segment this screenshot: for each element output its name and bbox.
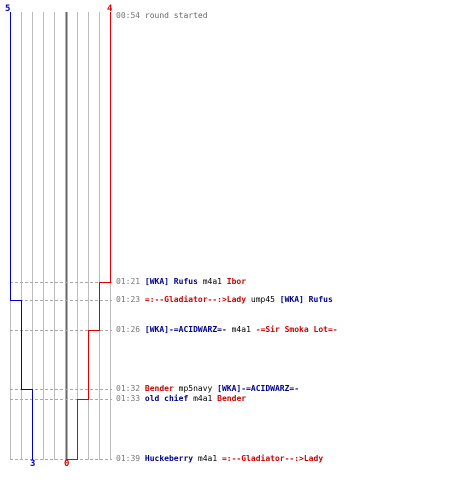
event-time: 01:26 — [116, 325, 145, 334]
event-weapon: m4a1 — [226, 325, 251, 334]
event-player: =:--Gladiator--:>Lady — [217, 454, 324, 463]
event-time: 01:21 — [116, 277, 145, 286]
event-weapon: m4a1 — [197, 277, 222, 286]
event-time: 01:32 — [116, 384, 145, 393]
event-player: =:--Gladiator--:>Lady — [144, 295, 247, 304]
event-player: [WKA]-=ACIDWARZ=- — [144, 325, 227, 334]
event-kill-row: 01:39 Huckeberry m4a1 =:--Gladiator--:>L… — [116, 454, 323, 464]
blue-end-count: 3 — [30, 459, 36, 469]
red-team-line — [66, 12, 111, 460]
event-kill-row: 01:33 old chief m4a1 Bender — [116, 394, 246, 404]
blue-start-count: 5 — [5, 4, 11, 14]
blue-team-line — [10, 12, 33, 460]
event-text: round started — [144, 11, 208, 20]
event-kill-row: 01:26 [WKA]-=ACIDWARZ=- m4a1 -=Sir Smoka… — [116, 325, 338, 335]
red-start-count: 4 — [107, 4, 113, 14]
event-player: [WKA]-=ACIDWARZ=- — [212, 384, 300, 393]
event-player: [WKA] Rufus — [144, 277, 198, 286]
event-guides — [10, 282, 112, 460]
event-player: Bender — [212, 394, 247, 403]
event-time: 01:39 — [116, 454, 145, 463]
event-round-start: 00:54 round started — [116, 11, 208, 21]
event-weapon: mp5navy — [173, 384, 213, 393]
grid-lines — [10, 12, 111, 460]
event-weapon: m4a1 — [193, 454, 218, 463]
event-time: 01:33 — [116, 394, 145, 403]
event-player: [WKA] Rufus — [274, 295, 333, 304]
event-kill-row: 01:23 =:--Gladiator--:>Lady ump45 [WKA] … — [116, 295, 333, 305]
event-time: 00:54 — [116, 11, 145, 20]
event-weapon: m4a1 — [188, 394, 213, 403]
event-kill-row: 01:32 Bender mp5navy [WKA]-=ACIDWARZ=- — [116, 384, 299, 394]
event-player: Ibor — [221, 277, 247, 286]
event-player: Bender — [144, 384, 174, 393]
event-time: 01:23 — [116, 295, 145, 304]
event-player: old chief — [144, 394, 189, 403]
event-player: Huckeberry — [144, 454, 194, 463]
event-player: -=Sir Smoka Lot=- — [250, 325, 338, 334]
red-end-count: 0 — [64, 459, 70, 469]
event-weapon: ump45 — [246, 295, 275, 304]
event-kill-row: 01:21 [WKA] Rufus m4a1 Ibor — [116, 277, 246, 287]
